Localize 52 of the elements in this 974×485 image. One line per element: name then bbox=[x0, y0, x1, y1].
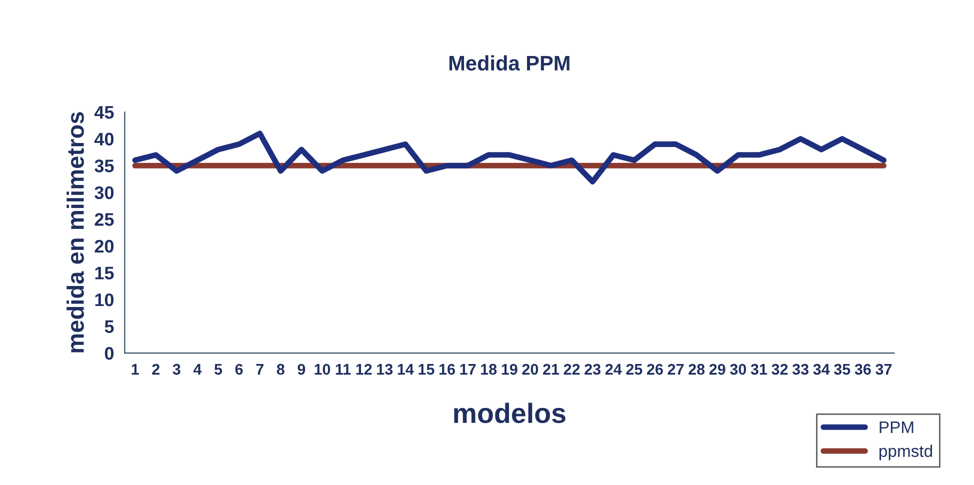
x-tick-label: 5 bbox=[214, 364, 222, 375]
x-tick-label: 9 bbox=[298, 364, 306, 375]
x-tick-label: 3 bbox=[172, 364, 180, 375]
x-tick-label: 22 bbox=[564, 364, 580, 375]
y-tick-label: 5 bbox=[104, 320, 114, 334]
y-tick-label: 15 bbox=[95, 266, 114, 280]
legend-label: PPM bbox=[880, 422, 914, 433]
x-tick-label: 21 bbox=[543, 364, 560, 375]
x-tick-label: 4 bbox=[193, 364, 202, 375]
x-tick-label: 29 bbox=[709, 364, 726, 375]
x-tick-label: 26 bbox=[647, 364, 663, 375]
x-tick-label: 11 bbox=[336, 364, 351, 375]
x-tick-label: 12 bbox=[356, 364, 372, 375]
y-tick-label: 35 bbox=[94, 160, 114, 172]
x-tick-label: 1 bbox=[132, 364, 139, 375]
x-tick-label: 20 bbox=[522, 364, 538, 375]
x-tick-label: 17 bbox=[460, 364, 476, 375]
chart-title: Medida PPM bbox=[449, 55, 570, 71]
x-tick-label: 28 bbox=[688, 364, 705, 375]
x-tick-label: 10 bbox=[314, 364, 330, 375]
x-tick-label: 24 bbox=[605, 364, 622, 375]
x-tick-label: 19 bbox=[502, 364, 518, 375]
x-tick-label: 8 bbox=[276, 364, 284, 375]
x-tick-label: 32 bbox=[772, 364, 788, 375]
y-tick-label: 30 bbox=[94, 186, 114, 200]
y-axis-title: medida en milimetros bbox=[66, 112, 84, 352]
x-tick-label: 36 bbox=[854, 364, 871, 375]
x-tick-label: 14 bbox=[398, 364, 414, 375]
x-tick-label: 2 bbox=[152, 364, 160, 375]
x-axis-title: modelos bbox=[454, 402, 566, 424]
x-tick-label: 27 bbox=[668, 364, 684, 375]
y-tick-label: 45 bbox=[94, 106, 114, 119]
x-tick-label: 7 bbox=[256, 364, 264, 375]
x-tick-label: 35 bbox=[834, 364, 850, 375]
x-tick-label: 23 bbox=[584, 364, 601, 375]
x-tick-label: 37 bbox=[876, 364, 892, 375]
x-tick-label: 15 bbox=[418, 364, 434, 375]
x-tick-label: 33 bbox=[792, 364, 808, 375]
x-tick-label: 6 bbox=[235, 364, 243, 375]
x-tick-label: 25 bbox=[626, 364, 642, 375]
x-tick-label: 30 bbox=[730, 364, 746, 375]
legend-label: ppmstd bbox=[879, 444, 932, 460]
x-tick-label: 13 bbox=[377, 364, 393, 375]
y-tick-label: 0 bbox=[104, 347, 114, 360]
x-tick-label: 31 bbox=[750, 364, 768, 375]
y-tick-label: 25 bbox=[94, 213, 114, 226]
x-tick-label: 16 bbox=[439, 364, 455, 375]
y-tick-label: 10 bbox=[95, 293, 114, 306]
y-tick-label: 40 bbox=[94, 132, 114, 146]
x-tick-label: 34 bbox=[813, 364, 830, 375]
y-tick-label: 20 bbox=[94, 240, 114, 253]
x-tick-label: 18 bbox=[481, 364, 497, 375]
